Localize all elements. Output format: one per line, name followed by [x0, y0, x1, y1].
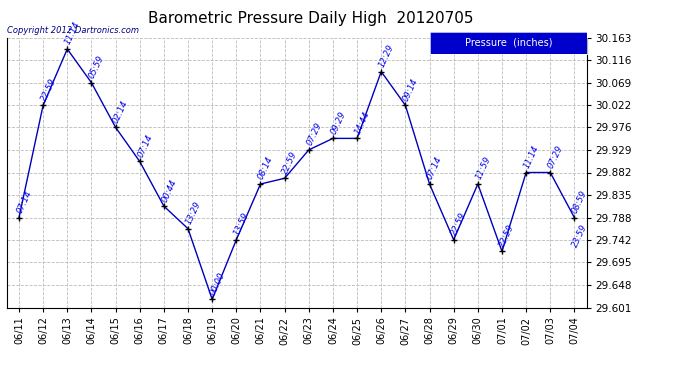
Text: 11:59: 11:59: [474, 155, 492, 181]
Text: 02:14: 02:14: [112, 99, 130, 124]
Text: 11:14: 11:14: [522, 144, 540, 170]
Text: Copyright 2012 Dartronics.com: Copyright 2012 Dartronics.com: [8, 26, 139, 35]
Text: 00:00: 00:00: [208, 271, 226, 297]
Text: 11:14: 11:14: [63, 20, 81, 46]
Text: 09:29: 09:29: [329, 110, 347, 136]
Text: 00:44: 00:44: [160, 177, 178, 203]
Text: 22:59: 22:59: [498, 223, 516, 249]
Text: 14:44: 14:44: [353, 110, 371, 136]
Text: 13:29: 13:29: [184, 200, 202, 226]
Text: 23:59: 23:59: [571, 223, 589, 249]
Text: Barometric Pressure Daily High  20120705: Barometric Pressure Daily High 20120705: [148, 11, 473, 26]
Text: 08:59: 08:59: [571, 189, 589, 215]
Text: 22:59: 22:59: [450, 211, 468, 237]
Text: 08:14: 08:14: [257, 155, 275, 181]
Text: 05:59: 05:59: [88, 54, 106, 80]
Text: 22:59: 22:59: [281, 150, 299, 176]
Text: 07:29: 07:29: [305, 121, 323, 147]
Text: 07:14: 07:14: [15, 189, 33, 215]
Text: 07:14: 07:14: [426, 155, 444, 181]
Text: 07:29: 07:29: [546, 144, 564, 170]
Text: 13:59: 13:59: [233, 211, 250, 237]
Text: 07:14: 07:14: [136, 133, 154, 159]
Text: 12:29: 12:29: [377, 43, 395, 69]
Text: 09:14: 09:14: [402, 76, 420, 102]
Text: 22:59: 22:59: [39, 76, 57, 102]
